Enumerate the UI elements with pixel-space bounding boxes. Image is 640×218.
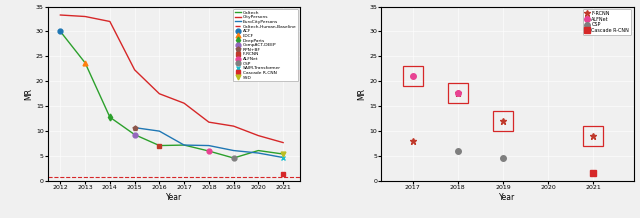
Legend: Caltech, CityPersons, EuroCityPersons, Caltech-Human-Baseline, ACF, LDCF, DeepPa: Caltech, CityPersons, EuroCityPersons, C… [233,9,298,82]
X-axis label: Year: Year [166,193,182,202]
X-axis label: Year: Year [499,193,515,202]
Legend: F-RCNN, ALFNet, CSP, Cascade R-CNN: F-RCNN, ALFNet, CSP, Cascade R-CNN [583,9,631,35]
Y-axis label: MR: MR [24,88,33,100]
Y-axis label: MR: MR [357,88,366,100]
Bar [403,66,422,86]
Bar [448,83,468,103]
Bar [493,111,513,131]
Bar [583,126,603,146]
